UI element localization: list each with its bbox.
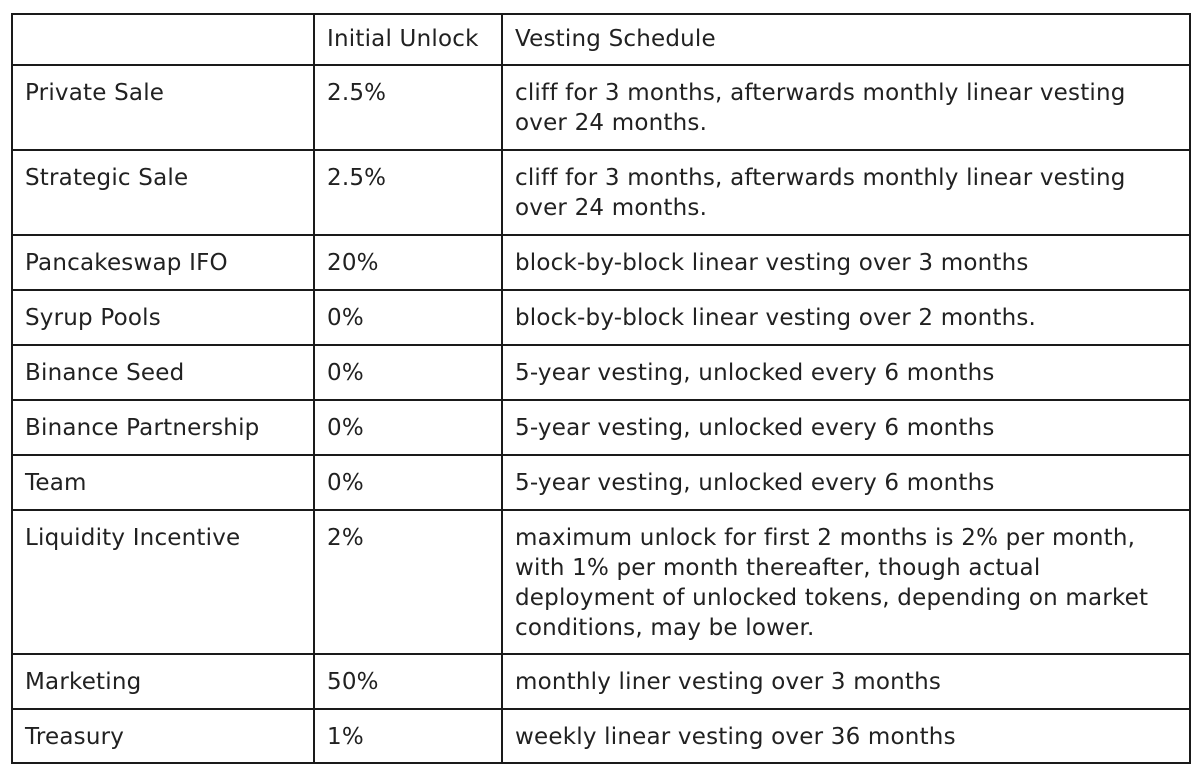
table-row-pancakeswap-ifo: Pancakeswap IFO 20% block-by-block linea… [11,234,1191,291]
vesting-schedule-text: 5-year vesting, unlocked every 6 months [515,470,995,496]
vesting-schedule-cell: block-by-block linear vesting over 3 mon… [501,234,1191,291]
vesting-schedule-cell: maximum unlock for first 2 months is 2% … [501,509,1191,655]
category-cell: Syrup Pools [11,289,315,346]
vesting-schedule-text: 5-year vesting, unlocked every 6 months [515,360,995,386]
vesting-schedule-table: Initial Unlock Vesting Schedule Private … [11,13,1191,764]
initial-unlock-cell: 20% [313,234,503,291]
vesting-schedule-text: block-by-block linear vesting over 2 mon… [515,305,1037,331]
header-row: Initial Unlock Vesting Schedule [11,13,1191,66]
category-cell: Binance Seed [11,344,315,401]
vesting-schedule-cell: weekly linear vesting over 36 months [501,708,1191,764]
category-cell: Team [11,454,315,511]
table-row-syrup-pools: Syrup Pools 0% block-by-block linear ves… [11,289,1191,346]
table-row-marketing: Marketing 50% monthly liner vesting over… [11,653,1191,710]
table-row-private-sale: Private Sale 2.5% cliff for 3 months, af… [11,64,1191,151]
table-row-strategic-sale: Strategic Sale 2.5% cliff for 3 months, … [11,149,1191,236]
table-row-binance-partnership: Binance Partnership 0% 5-year vesting, u… [11,399,1191,456]
initial-unlock-cell: 0% [313,344,503,401]
vesting-schedule-text: weekly linear vesting over 36 months [515,724,956,750]
vesting-schedule-text: maximum unlock for first 2 months is 2% … [515,525,1149,641]
initial-unlock-cell: 2.5% [313,64,503,151]
column-header-category [11,13,315,66]
vesting-schedule-cell: 5-year vesting, unlocked every 6 months [501,454,1191,511]
table-row-binance-seed: Binance Seed 0% 5-year vesting, unlocked… [11,344,1191,401]
vesting-schedule-text: monthly liner vesting over 3 months [515,669,942,695]
table-row-team: Team 0% 5-year vesting, unlocked every 6… [11,454,1191,511]
vesting-schedule-cell: block-by-block linear vesting over 2 mon… [501,289,1191,346]
category-cell: Private Sale [11,64,315,151]
initial-unlock-cell: 2% [313,509,503,655]
vesting-schedule-text: block-by-block linear vesting over 3 mon… [515,250,1029,276]
vesting-schedule-text: 5-year vesting, unlocked every 6 months [515,415,995,441]
vesting-schedule-cell: monthly liner vesting over 3 months [501,653,1191,710]
vesting-schedule-text: cliff for 3 months, afterwards monthly l… [515,165,1126,221]
category-cell: Marketing [11,653,315,710]
category-cell: Binance Partnership [11,399,315,456]
initial-unlock-cell: 2.5% [313,149,503,236]
table-row-treasury: Treasury 1% weekly linear vesting over 3… [11,708,1191,764]
category-cell: Strategic Sale [11,149,315,236]
category-cell: Liquidity Incentive [11,509,315,655]
vesting-schedule-cell: cliff for 3 months, afterwards monthly l… [501,64,1191,151]
vesting-schedule-cell: 5-year vesting, unlocked every 6 months [501,344,1191,401]
initial-unlock-cell: 0% [313,399,503,456]
initial-unlock-cell: 0% [313,289,503,346]
initial-unlock-cell: 1% [313,708,503,764]
vesting-schedule-cell: 5-year vesting, unlocked every 6 months [501,399,1191,456]
table-row-liquidity-incentive: Liquidity Incentive 2% maximum unlock fo… [11,509,1191,655]
category-cell: Pancakeswap IFO [11,234,315,291]
vesting-schedule-text: cliff for 3 months, afterwards monthly l… [515,80,1126,136]
category-cell: Treasury [11,708,315,764]
column-header-vesting-schedule: Vesting Schedule [501,13,1191,66]
initial-unlock-cell: 0% [313,454,503,511]
column-header-initial-unlock: Initial Unlock [313,13,503,66]
initial-unlock-cell: 50% [313,653,503,710]
vesting-schedule-cell: cliff for 3 months, afterwards monthly l… [501,149,1191,236]
